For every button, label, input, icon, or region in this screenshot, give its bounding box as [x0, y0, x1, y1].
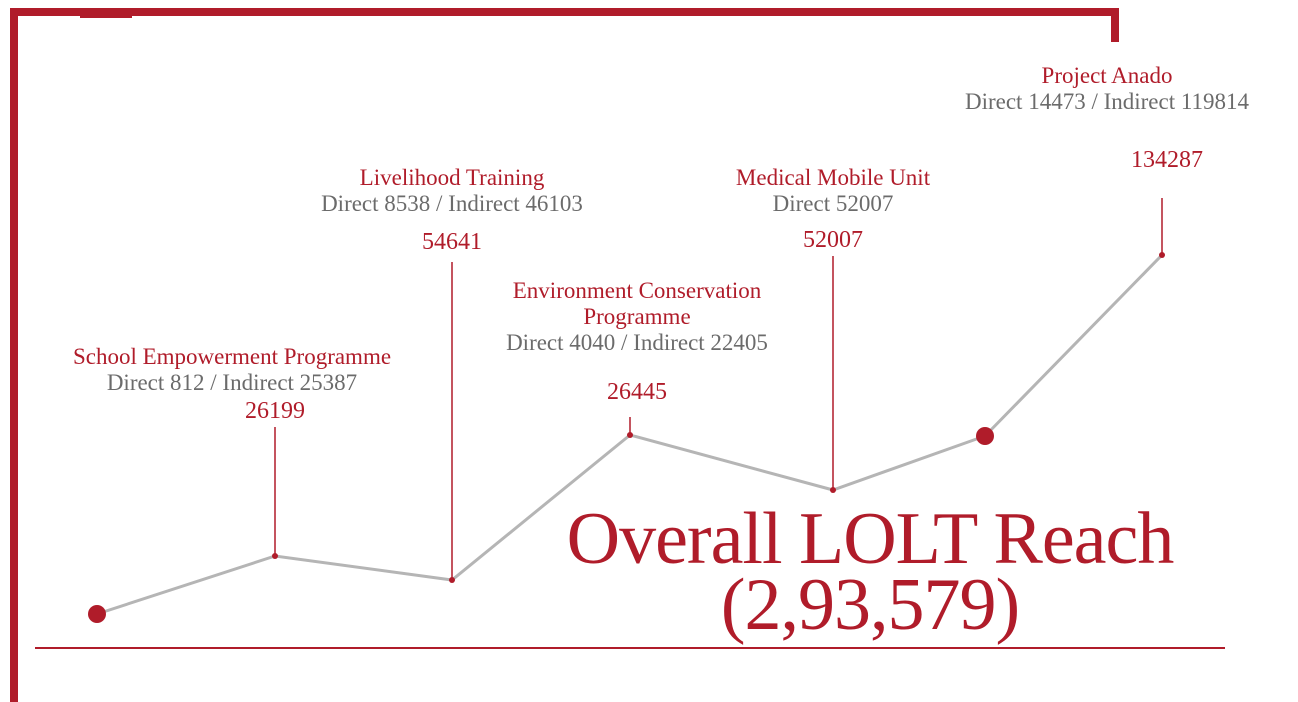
total-reach: (2,93,579)	[720, 564, 1020, 646]
dot	[627, 432, 633, 438]
programme-name: School Empowerment Programme	[72, 344, 392, 369]
programme-total: 134287	[1131, 147, 1203, 173]
programme-total: 52007	[803, 227, 863, 253]
dot	[449, 577, 455, 583]
end-dot	[976, 427, 994, 445]
programme-name: Medical Mobile Unit	[735, 165, 931, 190]
dot	[1159, 252, 1165, 258]
end-dot	[88, 605, 106, 623]
programme-total: 54641	[422, 229, 482, 255]
programme-detail: Direct 812 / Indirect 25387	[106, 370, 358, 395]
title: Overall LOLT Reach	[566, 498, 1175, 580]
dot	[272, 553, 278, 559]
programme-name: Project Anado	[1041, 63, 1173, 88]
programme-total: 26445	[607, 379, 667, 405]
programme-detail: Direct 52007	[772, 191, 894, 216]
programme-total: 26199	[245, 398, 305, 424]
programme-name: Livelihood Training	[359, 165, 545, 190]
points	[88, 252, 1165, 623]
frame	[10, 8, 1119, 702]
programme-name: Environment Conservation Programme	[512, 278, 762, 329]
dot	[830, 487, 836, 493]
programme-detail: Direct 4040 / Indirect 22405	[506, 330, 768, 355]
programme-detail: Direct 8538 / Indirect 46103	[321, 191, 583, 216]
frame-tab	[80, 8, 132, 18]
programme-detail: Direct 14473 / Indirect 119814	[964, 89, 1250, 114]
